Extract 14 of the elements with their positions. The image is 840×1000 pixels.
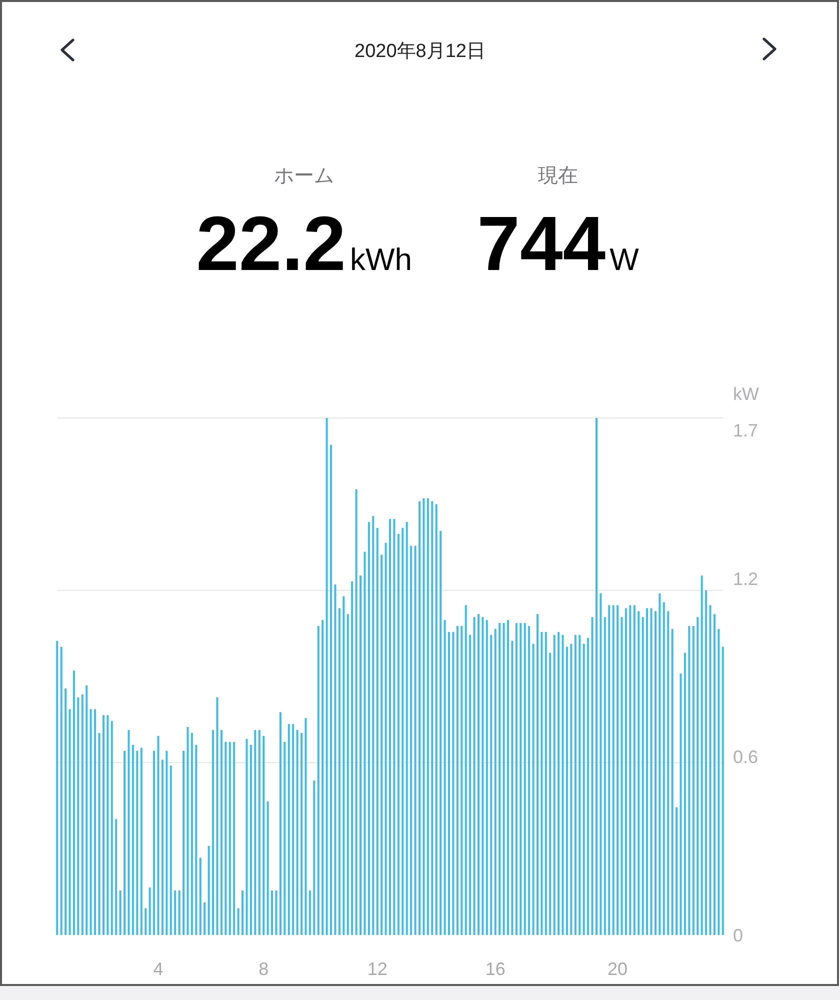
annotation: 現在 (538, 165, 578, 187)
y-tick-label: 0.6 (733, 747, 758, 768)
x-tick-label: 16 (485, 959, 506, 979)
x-tick-label: 8 (258, 959, 269, 979)
x-tick-label: 12 (367, 959, 388, 979)
annotation: 744W (477, 201, 639, 287)
x-tick-label: 20 (608, 959, 628, 979)
annotation: ホーム (274, 165, 334, 187)
y-axis-title: kW (733, 384, 759, 404)
y-tick-label: 0 (733, 926, 744, 946)
y-tick-label: 1.2 (733, 568, 758, 589)
y-tick-label: 1.7 (733, 420, 758, 440)
title: 2020年8月12日 (354, 41, 486, 62)
x-tick-label: 4 (153, 959, 164, 979)
